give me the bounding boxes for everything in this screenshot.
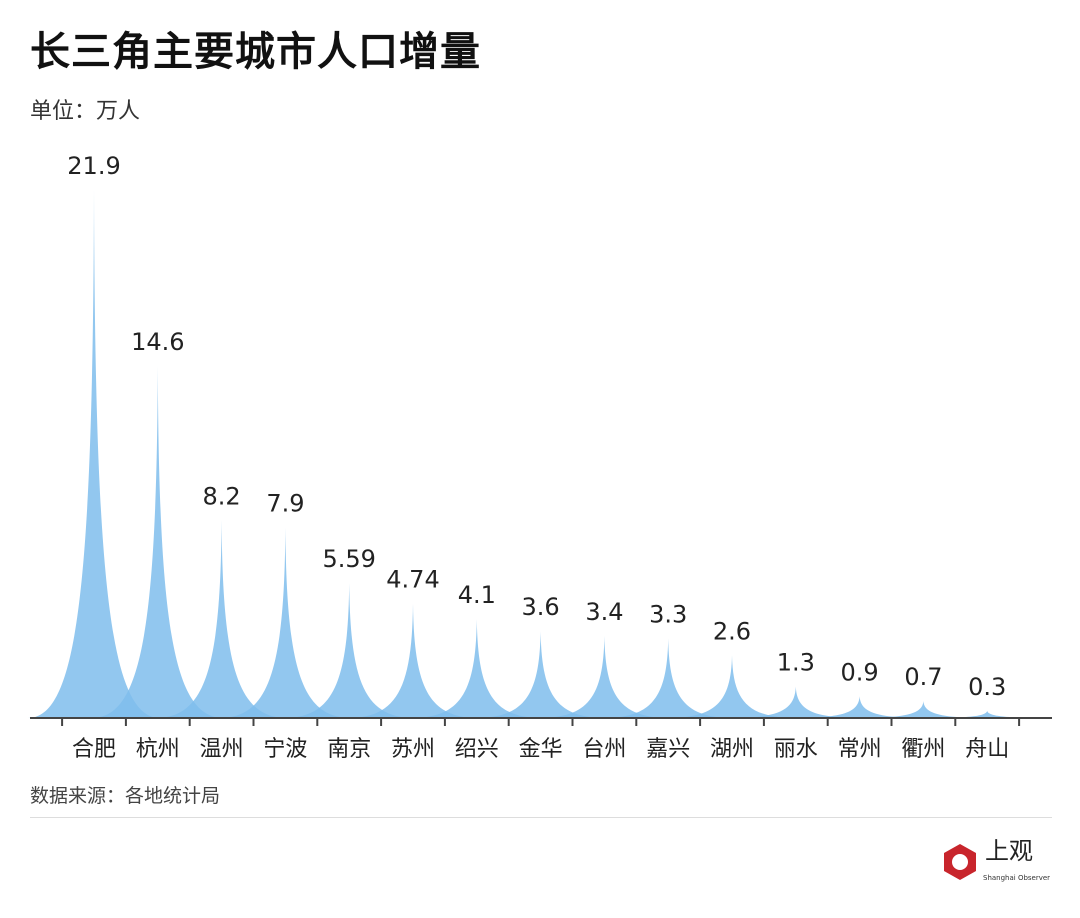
value-label: 2.6 [713, 617, 751, 645]
peak-宁波 [219, 527, 352, 718]
peak-台州 [538, 636, 671, 718]
peak-温州 [155, 520, 288, 718]
logo-subtext: Shanghai Observer [983, 874, 1051, 882]
value-label: 4.1 [458, 581, 496, 609]
category-label: 湖州 [710, 737, 754, 762]
category-label: 常州 [838, 737, 882, 762]
peak-苏州 [347, 603, 479, 718]
value-label: 5.59 [322, 545, 375, 573]
value-label: 14.6 [131, 328, 184, 356]
value-label: 1.3 [777, 649, 815, 677]
peak-绍兴 [410, 619, 543, 718]
peak-杭州 [91, 366, 224, 718]
value-label: 21.9 [67, 152, 120, 180]
peak-舟山 [921, 710, 1054, 718]
peak-衢州 [857, 701, 990, 718]
source-note: 数据来源：各地统计局 [30, 785, 221, 807]
category-label: 苏州 [391, 737, 435, 762]
value-label: 8.2 [203, 482, 241, 510]
peak-嘉兴 [602, 638, 735, 718]
category-label: 丽水 [774, 737, 818, 762]
peak-合肥 [28, 190, 160, 718]
value-label: 4.74 [386, 566, 439, 594]
category-label: 宁波 [263, 737, 307, 762]
category-label: 南京 [327, 737, 371, 762]
value-label: 3.6 [522, 593, 560, 621]
value-label: 0.7 [904, 663, 942, 691]
value-label: 0.9 [841, 658, 879, 686]
value-label: 3.4 [585, 598, 623, 626]
peak-丽水 [729, 686, 862, 718]
category-label: 绍兴 [455, 737, 499, 762]
value-label: 3.3 [649, 600, 687, 628]
category-label: 舟山 [965, 737, 1009, 762]
peak-湖州 [666, 655, 798, 718]
divider [30, 817, 1052, 818]
category-label: 合肥 [72, 737, 116, 762]
category-label: 杭州 [136, 737, 180, 762]
category-label: 台州 [582, 737, 626, 762]
chart-svg: 21.9 合肥 14.6 杭州 8.2 温州 7.9 宁波 5.59 南京 4.74 苏州 4.1 绍兴 3… [28, 152, 1054, 762]
category-label: 温州 [200, 737, 244, 762]
value-label: 7.9 [266, 490, 304, 518]
chart-title: 长三角主要城市人口增量 [30, 29, 481, 75]
shanghai-observer-logo-icon [944, 844, 976, 880]
category-label: 嘉兴 [646, 737, 690, 762]
peak-南京 [283, 583, 416, 718]
value-label: 0.3 [968, 673, 1006, 701]
peak-常州 [793, 696, 926, 718]
logo-text: 上观 [985, 837, 1033, 865]
category-label: 衢州 [901, 737, 945, 762]
peak-金华 [474, 631, 607, 718]
unit-label: 单位：万人 [30, 99, 141, 124]
category-label: 金华 [519, 737, 563, 762]
